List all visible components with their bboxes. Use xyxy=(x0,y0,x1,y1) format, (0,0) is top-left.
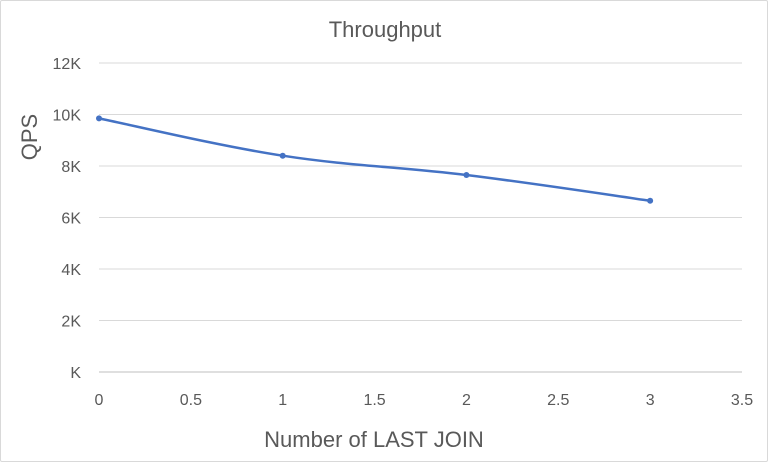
chart-title: Throughput xyxy=(329,17,442,42)
y-tick-label-3: 6K xyxy=(61,211,81,228)
gridlines xyxy=(99,62,742,373)
series-layer xyxy=(96,115,654,204)
series-line-0 xyxy=(98,117,651,202)
y-tick-label-6: 12K xyxy=(53,56,82,73)
x-tick-label-6: 3 xyxy=(646,392,655,409)
x-axis-label: Number of LAST JOIN xyxy=(264,427,484,452)
x-tick-label-1: 0.5 xyxy=(180,392,202,409)
data-point-0-2 xyxy=(463,172,470,179)
x-tick-label-0: 0 xyxy=(95,392,104,409)
x-tick-label-7: 3.5 xyxy=(731,392,753,409)
x-tick-label-5: 2.5 xyxy=(547,392,569,409)
y-tick-label-0: K xyxy=(70,365,81,382)
y-tick-label-4: 8K xyxy=(61,159,81,176)
y-tick-label-5: 10K xyxy=(53,108,82,125)
x-tick-label-3: 1.5 xyxy=(363,392,385,409)
x-tick-label-2: 1 xyxy=(278,392,287,409)
y-axis-ticks: K 2K 4K 6K 8K 10K 12K xyxy=(53,56,82,382)
y-axis-label: QPS xyxy=(17,114,42,160)
data-point-0-0 xyxy=(96,115,102,122)
data-point-0-1 xyxy=(279,152,286,159)
x-axis-ticks: 0 0.5 1 1.5 2 2.5 3 3.5 xyxy=(95,392,754,409)
x-tick-label-4: 2 xyxy=(462,392,471,409)
y-tick-label-2: 4K xyxy=(61,262,81,279)
data-point-0-3 xyxy=(647,197,654,204)
y-tick-label-1: 2K xyxy=(61,314,81,331)
